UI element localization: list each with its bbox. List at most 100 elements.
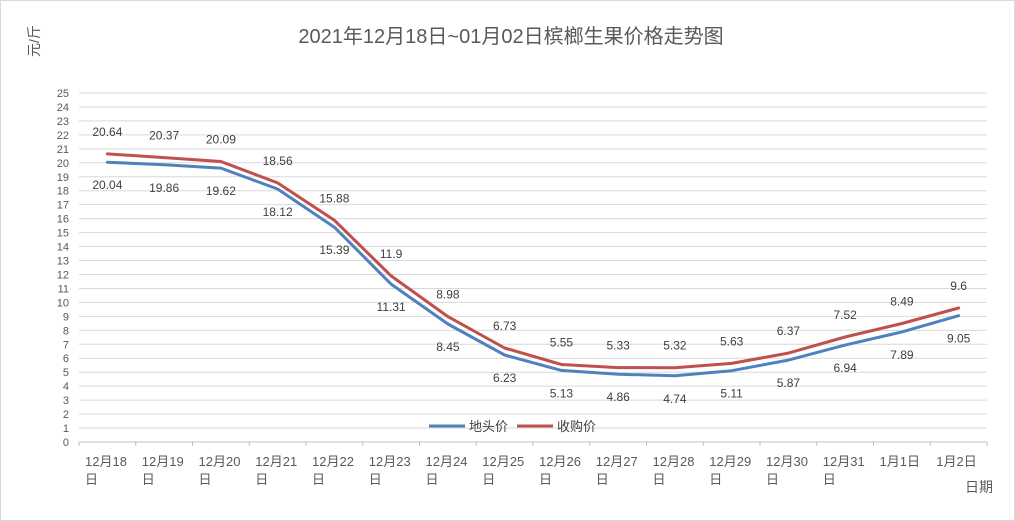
data-label: 15.39: [319, 243, 349, 257]
x-tick-label: 12月30: [766, 454, 808, 469]
x-tick-label: 12月23: [369, 454, 411, 469]
data-label: 5.13: [550, 386, 574, 400]
y-tick-label: 1: [63, 423, 69, 435]
data-label: 5.63: [720, 334, 744, 348]
x-tick-label-line2: 日: [596, 472, 609, 487]
data-label: 6.94: [833, 361, 857, 375]
x-tick-label-line2: 日: [482, 472, 495, 487]
y-tick-label: 23: [57, 116, 69, 128]
x-tick-label: 1月1日: [880, 454, 920, 469]
x-tick-label: 12月19: [142, 454, 184, 469]
data-label: 20.04: [92, 178, 122, 192]
x-tick-label: 12月25: [482, 454, 524, 469]
x-tick-label: 12月18: [85, 454, 127, 469]
x-tick-label-line2: 日: [539, 472, 552, 487]
y-tick-label: 18: [57, 186, 69, 198]
data-label: 5.32: [663, 339, 687, 353]
x-tick-label: 12月20: [199, 454, 241, 469]
data-label: 6.37: [777, 324, 801, 338]
data-labels: 20.04 19.86 19.62 18.12 15.39 11.31 8.45 6.23 5.…: [92, 125, 970, 406]
y-tick-label: 24: [57, 102, 69, 114]
data-label: 15.88: [319, 191, 349, 205]
y-tick-label: 11: [58, 283, 69, 295]
data-label: 9.6: [950, 279, 967, 293]
y-tick-label: 16: [57, 214, 69, 226]
series-lines: [105, 152, 961, 378]
y-tick-label: 10: [57, 297, 69, 309]
y-tick-label: 25: [57, 88, 69, 100]
x-tick-label-line2: 日: [85, 472, 98, 487]
data-label: 5.33: [606, 339, 630, 353]
y-tick-label: 7: [63, 339, 69, 351]
x-tick-label-line2: 日: [199, 472, 212, 487]
x-tick-label: 12月22: [312, 454, 354, 469]
series-line-0: [105, 160, 961, 378]
data-label: 8.45: [436, 340, 460, 354]
x-tick-label: 12月31: [823, 454, 865, 469]
x-tick-label-line2: 日: [766, 472, 779, 487]
y-axis-title: 元/斤: [26, 25, 42, 57]
y-tick-label: 20: [57, 158, 69, 170]
x-tick-label-line2: 日: [426, 472, 439, 487]
data-label: 6.73: [493, 319, 517, 333]
data-label: 20.09: [206, 133, 236, 147]
x-tick-label: 12月29: [709, 454, 751, 469]
data-label: 18.56: [263, 154, 293, 168]
y-tick-label: 15: [57, 228, 69, 240]
y-tick-label: 22: [57, 130, 69, 142]
data-label: 9.05: [947, 332, 971, 346]
y-tick-label: 5: [63, 367, 69, 379]
data-label: 7.52: [833, 308, 857, 322]
data-label: 5.55: [550, 336, 574, 350]
x-tick-label: 12月28: [653, 454, 695, 469]
x-tick-label-line2: 日: [709, 472, 722, 487]
data-label: 8.98: [436, 288, 460, 302]
x-tick-label: 12月21: [255, 454, 297, 469]
y-tick-label: 4: [63, 381, 69, 393]
data-label: 19.86: [149, 181, 179, 195]
legend-label: 地头价: [469, 419, 508, 434]
legend: 地头价 收购价: [429, 419, 596, 434]
data-label: 7.89: [890, 348, 914, 362]
data-label: 5.87: [777, 376, 801, 390]
data-label: 20.64: [92, 125, 122, 139]
data-label: 8.49: [890, 294, 914, 308]
x-tick-label: 12月24: [426, 454, 468, 469]
data-label: 5.11: [720, 387, 743, 401]
legend-label: 收购价: [557, 419, 596, 434]
y-tick-label: 9: [63, 311, 69, 323]
data-label: 11.9: [380, 247, 403, 261]
data-label: 4.74: [663, 392, 687, 406]
y-tick-label: 17: [57, 200, 69, 212]
data-label: 20.37: [149, 129, 179, 143]
data-label: 6.23: [493, 371, 517, 385]
x-axis-ticks: 12月18 日 12月19 日 12月20 日 12月21 日 12月22 日 12月23 日 12月2…: [78, 442, 988, 487]
y-tick-label: 14: [57, 242, 69, 254]
x-tick-label-line2: 日: [823, 472, 836, 487]
x-tick-label-line2: 日: [142, 472, 155, 487]
grid-lines: [79, 92, 987, 443]
data-label: 11.31: [377, 300, 406, 314]
y-tick-label: 6: [63, 353, 69, 365]
series-line-1: [105, 152, 961, 370]
y-tick-label: 3: [63, 395, 69, 407]
x-tick-label-line2: 日: [653, 472, 666, 487]
y-tick-label: 21: [57, 144, 69, 156]
data-label: 18.12: [263, 205, 293, 219]
data-label: 19.62: [206, 184, 236, 198]
x-axis-title: 日期: [965, 479, 993, 495]
x-tick-label-line2: 日: [255, 472, 268, 487]
y-tick-label: 8: [63, 325, 69, 337]
x-tick-label: 12月26: [539, 454, 581, 469]
y-tick-label: 19: [57, 172, 69, 184]
x-tick-label-line2: 日: [312, 472, 325, 487]
data-label: 4.86: [606, 390, 630, 404]
x-tick-label: 12月27: [596, 454, 638, 469]
x-tick-label: 1月2日: [936, 454, 976, 469]
y-axis-ticks: 0123456789101112131415161718192021222324…: [57, 88, 69, 449]
y-tick-label: 0: [63, 437, 69, 449]
y-tick-label: 2: [63, 409, 69, 421]
y-tick-label: 13: [57, 256, 69, 268]
